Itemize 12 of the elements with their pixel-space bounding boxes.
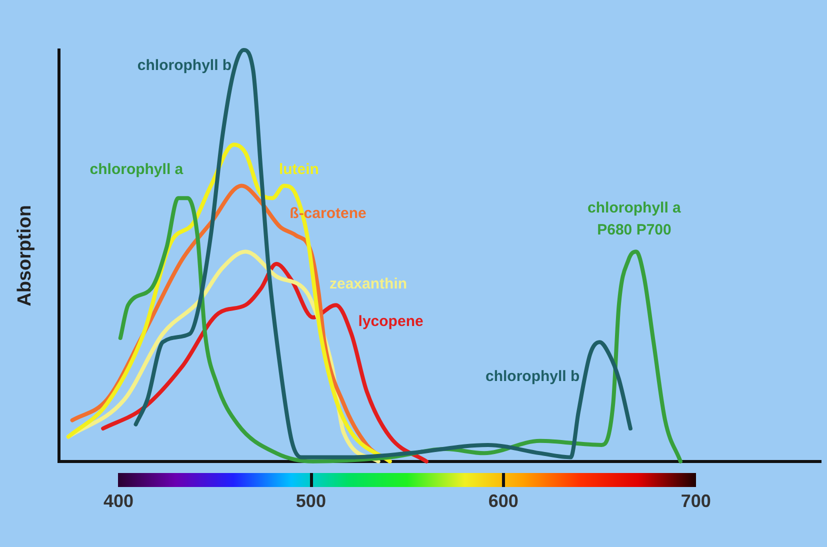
series-label: chlorophyll b <box>137 57 232 74</box>
series-label: lutein <box>278 160 319 178</box>
x-tick-label: 700 <box>680 491 711 512</box>
x-tick-label: 500 <box>296 491 326 512</box>
series-label: zeaxanthin <box>330 276 408 293</box>
annotation: chlorophyll b <box>485 368 580 386</box>
series-label: chlorophyll a <box>90 161 184 178</box>
y-axis-title: Absorption <box>14 205 36 306</box>
x-tick-label: 600 <box>488 491 518 512</box>
annotation: chlorophyll a P680 P700 <box>588 200 682 239</box>
x-tick-label: 400 <box>103 491 134 512</box>
series-label: lycopene <box>358 313 424 330</box>
